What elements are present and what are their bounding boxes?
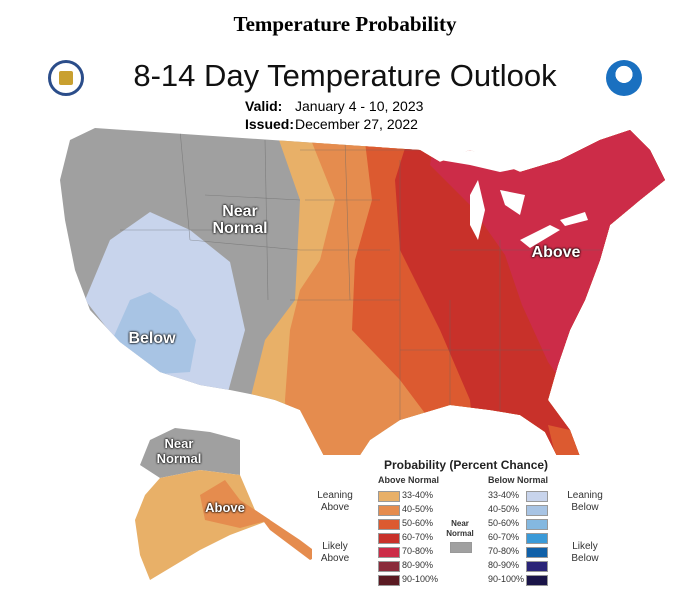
- valid-value: January 4 - 10, 2023: [295, 98, 424, 114]
- valid-dates: Valid: January 4 - 10, 2023: [245, 98, 423, 114]
- above-swatch: [378, 491, 400, 502]
- map-headline: 8-14 Day Temperature Outlook: [133, 58, 557, 93]
- above-label: Above: [531, 244, 581, 261]
- doc-seal-icon: [48, 60, 84, 96]
- above-range-label: 80-90%: [402, 560, 434, 570]
- above-swatch: [378, 575, 400, 586]
- issued-label: Issued:: [245, 116, 295, 132]
- above-swatch: [378, 547, 400, 558]
- state-borders: [120, 129, 600, 420]
- leaning-below-label: Leaning Below: [567, 490, 603, 513]
- below-range-label: 80-90%: [488, 560, 520, 570]
- above-range-label: 33-40%: [402, 490, 434, 500]
- noaa-logo-icon: [606, 60, 642, 96]
- below-range-label: 60-70%: [488, 532, 520, 542]
- alaska-near-normal-label: Near Normal: [156, 436, 202, 466]
- above-swatch: [378, 519, 400, 530]
- leaning-above-label: Leaning Above: [317, 490, 353, 513]
- alaska-above-label: Above: [205, 500, 245, 515]
- above-range-label: 40-50%: [402, 504, 434, 514]
- above-range-label: 90-100%: [402, 574, 439, 584]
- near-normal-label: Near Normal: [212, 203, 268, 237]
- above-range-label: 70-80%: [402, 546, 434, 556]
- below-swatch: [526, 575, 548, 586]
- likely-below-label: Likely Below: [571, 541, 599, 564]
- below-range-label: 70-80%: [488, 546, 520, 556]
- above-range-label: 50-60%: [402, 518, 434, 528]
- below-range-label: 50-60%: [488, 518, 520, 528]
- near-normal-legend-label: Near Normal: [446, 519, 474, 538]
- above-swatch: [378, 533, 400, 544]
- issued-value: December 27, 2022: [295, 116, 418, 132]
- below-normal-header: Below Normal: [488, 475, 549, 485]
- below-swatch: [526, 491, 548, 502]
- near-normal-swatch: [450, 542, 472, 553]
- great-lakes: [440, 150, 588, 248]
- above-swatch: [378, 505, 400, 516]
- below-range-label: 33-40%: [488, 490, 520, 500]
- likely-above-label: Likely Above: [320, 541, 350, 564]
- below-range-label: 90-100%: [488, 574, 525, 584]
- alaska-map: [135, 428, 320, 580]
- below-swatch: [526, 519, 548, 530]
- below-range-label: 40-50%: [488, 504, 520, 514]
- legend-title: Probability (Percent Chance): [384, 458, 549, 472]
- below-swatch: [526, 533, 548, 544]
- above-range-label: 60-70%: [402, 532, 434, 542]
- below-swatch: [526, 505, 548, 516]
- legend: Probability (Percent Chance) Above Norma…: [312, 455, 682, 595]
- above-normal-header: Above Normal: [378, 475, 440, 485]
- valid-label: Valid:: [245, 98, 283, 114]
- below-swatch: [526, 547, 548, 558]
- below-label: Below: [128, 330, 176, 347]
- above-swatch: [378, 561, 400, 572]
- page-title: Temperature Probability: [233, 12, 457, 36]
- issued-date: Issued:December 27, 2022: [245, 116, 418, 132]
- below-swatch: [526, 561, 548, 572]
